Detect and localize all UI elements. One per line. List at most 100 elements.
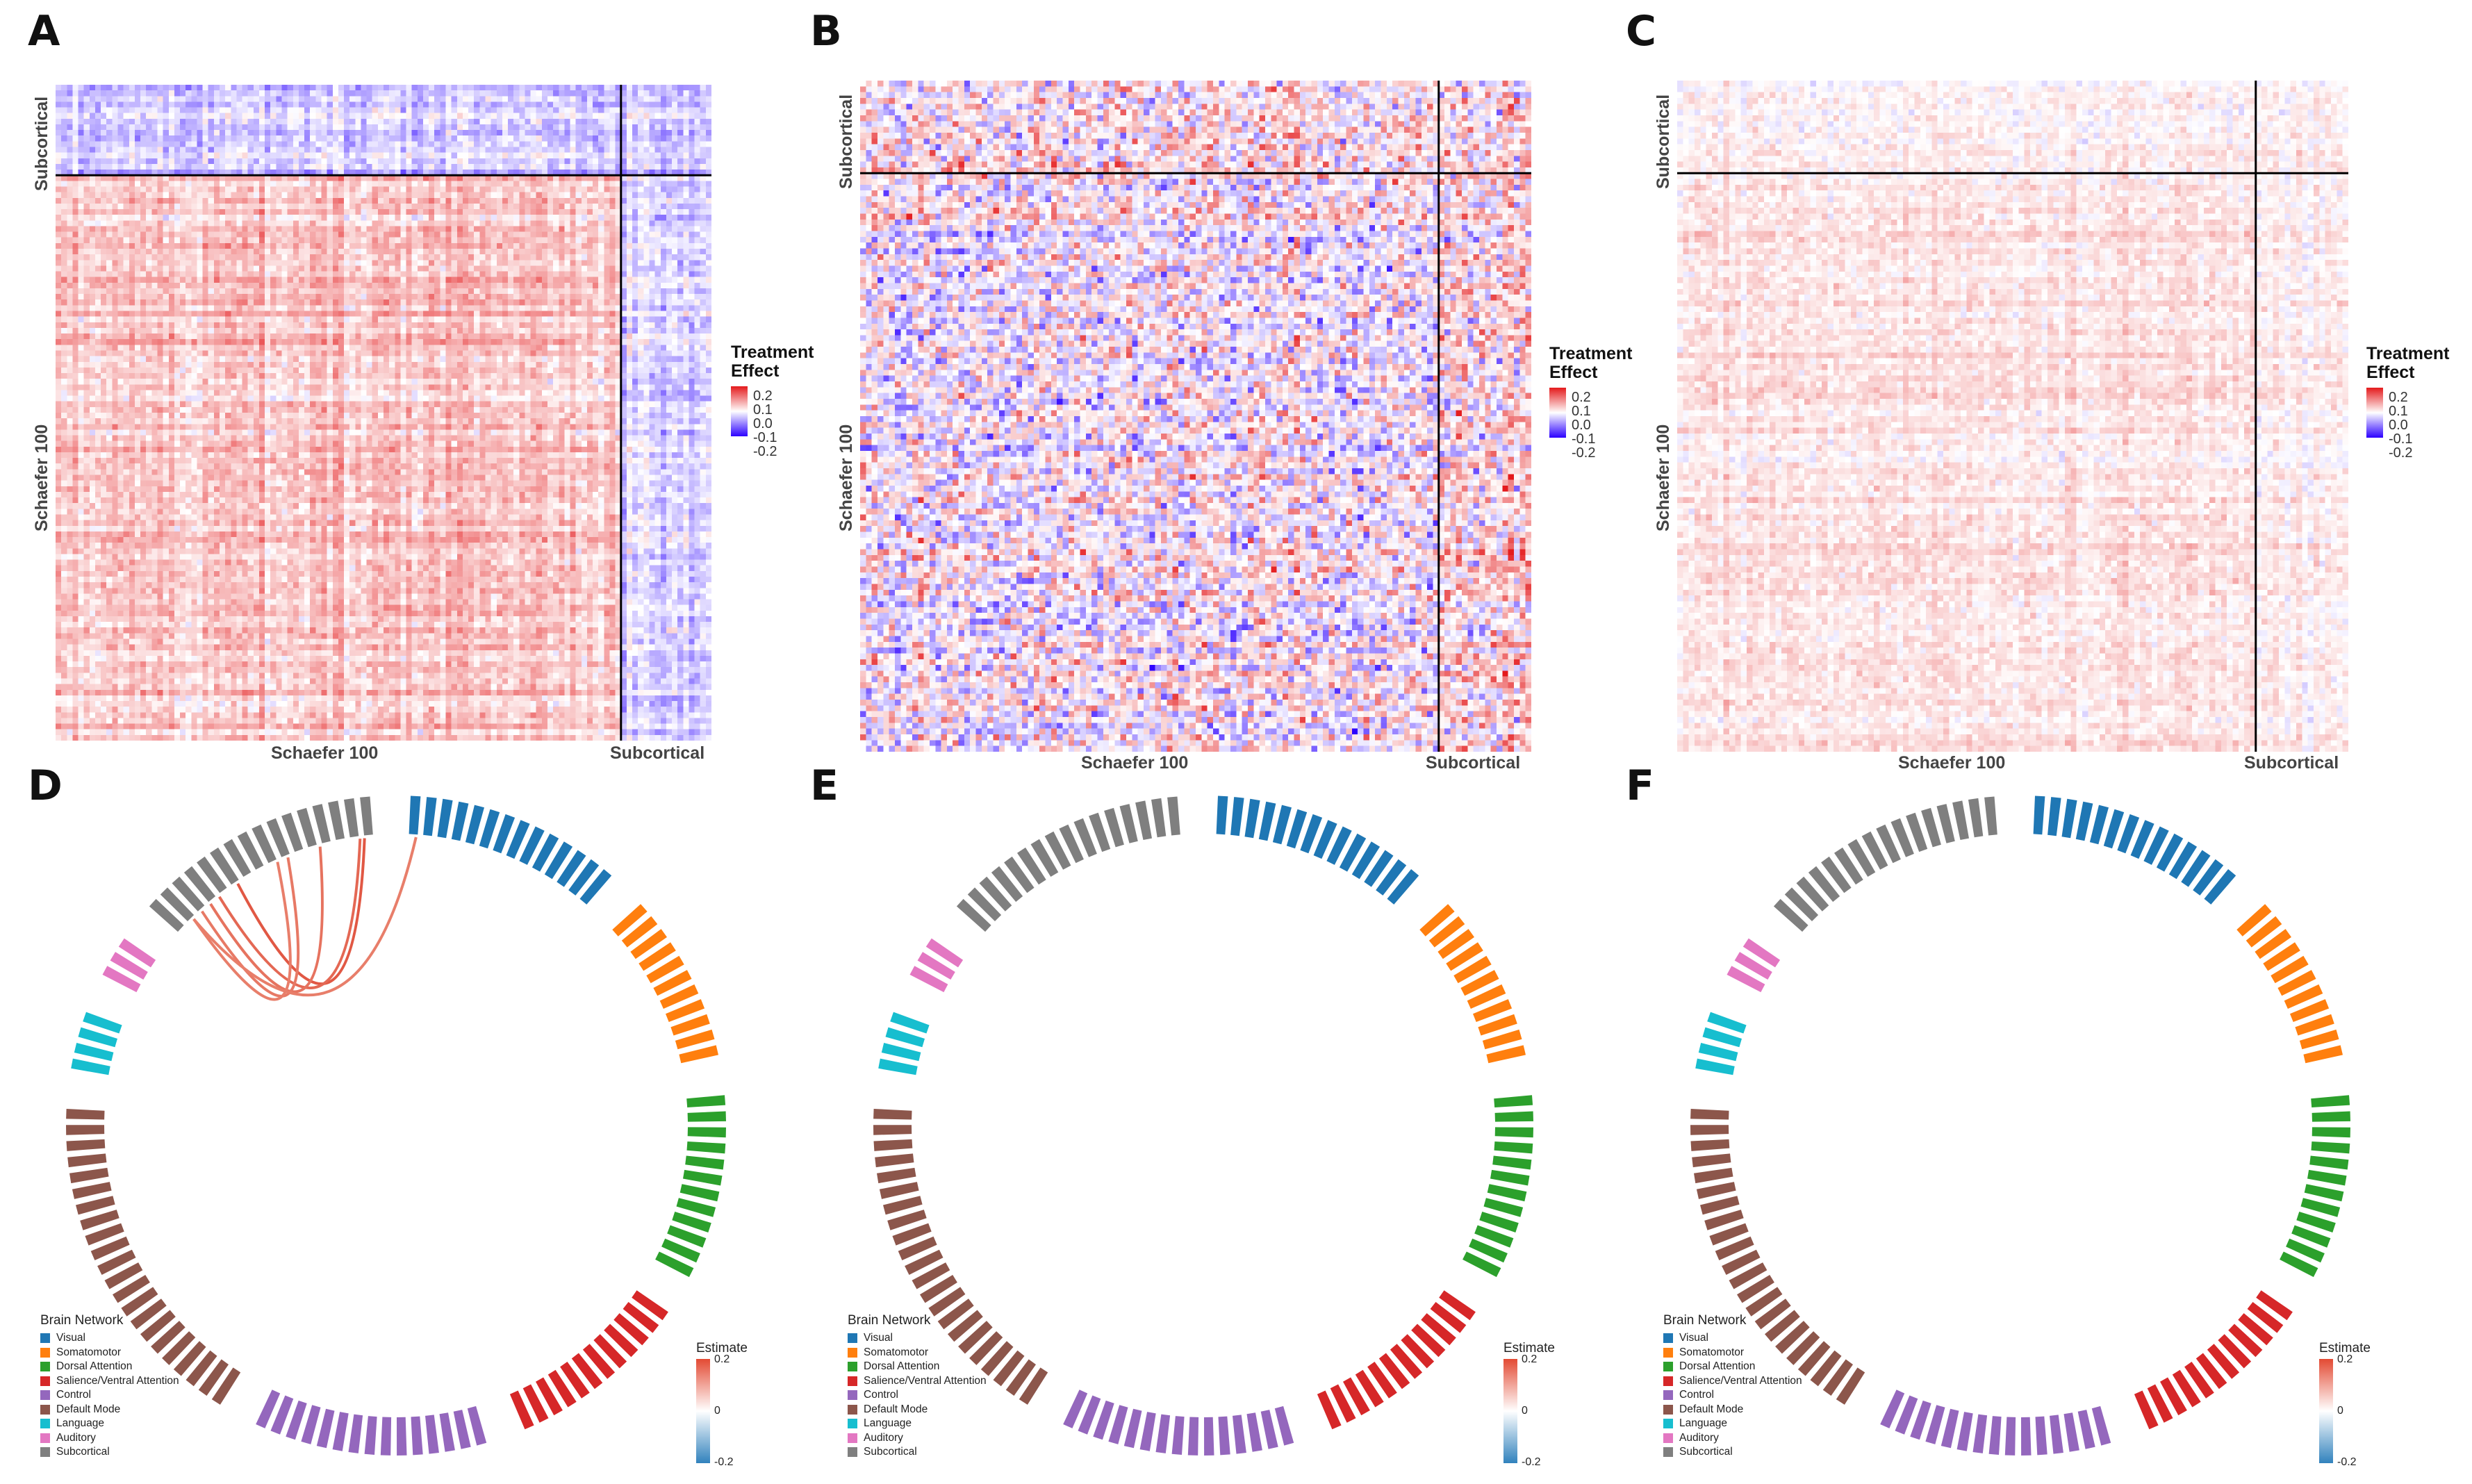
treatment-legend-title-1: Treatment: [731, 343, 814, 362]
chord-segment-dorsal-attention: [1487, 1184, 1527, 1202]
chord-segment-default-mode: [186, 1350, 217, 1387]
chord-segment-subcortical: [160, 887, 195, 921]
chord-segment-salience-ventral-attention: [1421, 1313, 1456, 1346]
chord-segment-auditory: [118, 938, 156, 968]
heatmap-b-ylabel-main: Schaefer 100: [837, 424, 856, 531]
heatmap-c-xlabel-sub: Subcortical: [2244, 753, 2339, 773]
chord-segment-control: [1108, 1405, 1128, 1444]
chord-segment-dorsal-attention: [686, 1095, 726, 1107]
chord-segment-default-mode: [97, 1249, 136, 1275]
chord-segment-salience-ventral-attention: [1390, 1344, 1423, 1379]
chord-segment-auditory: [925, 938, 964, 968]
chord-segment-default-mode: [1810, 1350, 1842, 1387]
chord-segment-default-mode: [980, 1341, 1014, 1376]
chord-segment-dorsal-attention: [2300, 1198, 2341, 1217]
chord-segment-visual: [1300, 814, 1323, 854]
chord-segment-default-mode: [1700, 1196, 1740, 1215]
chord-segment-salience-ventral-attention: [522, 1384, 549, 1423]
heatmap-b-xlabel-sub: Subcortical: [1426, 753, 1521, 773]
chord-segment-default-mode: [1696, 1182, 1736, 1199]
chord-segment-somatomotor: [659, 984, 699, 1009]
chord-segment-somatomotor: [1446, 942, 1483, 971]
chord-link-subcortical-subcortical: [192, 861, 292, 1001]
chord-segment-default-mode: [883, 1196, 923, 1215]
chord-segment-default-mode: [1729, 1262, 1768, 1289]
chord-segment-default-mode: [1694, 1167, 1733, 1184]
chord-segment-control: [453, 1410, 471, 1449]
chord-segment-language: [878, 1058, 918, 1075]
chord-segment-dorsal-attention: [1494, 1111, 1533, 1122]
chord-segment-default-mode: [1722, 1249, 1761, 1275]
chord-segment-subcortical: [252, 824, 277, 864]
chord-segment-subcortical: [1135, 800, 1152, 840]
panel-letter-a: A: [28, 7, 60, 56]
chord-segment-default-mode: [873, 1139, 913, 1151]
chord-segment-salience-ventral-attention: [1401, 1334, 1435, 1369]
chord-segment-subcortical: [1119, 804, 1138, 843]
chord-segment-subcortical: [956, 898, 991, 932]
chord-segment-subcortical: [1834, 847, 1863, 885]
chord-segment-control: [1988, 1416, 2002, 1455]
estimate-legend-d: Estimate 0.2 0 -0.2: [696, 1341, 759, 1473]
legend-label: Somatomotor: [864, 1346, 929, 1358]
chord-segment-visual: [2047, 797, 2061, 836]
heatmap-c-cells: [1677, 81, 2348, 752]
heatmap-a: [56, 85, 711, 741]
legend-label: Auditory: [56, 1431, 96, 1444]
legend-label: Subcortical: [1679, 1446, 1733, 1458]
chord-segment-salience-ventral-attention: [1378, 1353, 1410, 1390]
legend-swatch: [40, 1333, 50, 1344]
chord-segment-default-mode: [1745, 1287, 1783, 1317]
treatment-effect-legend-a: Treatment Effect 0.2 0.1 0.0 -0.1 -0.2: [731, 343, 828, 489]
chord-segment-default-mode: [905, 1249, 944, 1275]
legend-label: Visual: [1679, 1332, 1708, 1344]
chord-segment-subcortical: [1936, 804, 1955, 843]
chord-segment-language: [78, 1027, 117, 1048]
estimate-legend-title: Estimate: [696, 1341, 748, 1355]
chord-segment-subcortical: [1984, 796, 1997, 836]
chord-segment-salience-ventral-attention: [1430, 1302, 1467, 1333]
chord-segment-salience-ventral-attention: [632, 1290, 668, 1321]
legend-swatch: [848, 1347, 857, 1358]
chord-segment-dorsal-attention: [686, 1141, 726, 1154]
legend-label: Salience/Ventral Attention: [864, 1374, 987, 1387]
chord-segment-control: [1972, 1414, 1988, 1453]
chord-segment-control: [2035, 1416, 2047, 1456]
heatmap-a-xlabel-sub: Subcortical: [610, 743, 705, 763]
chord-segment-default-mode: [1019, 1367, 1048, 1405]
legend-swatch: [1663, 1433, 1673, 1443]
chord-segment-visual: [1272, 805, 1292, 845]
chord-segment-salience-ventral-attention: [1330, 1384, 1356, 1423]
chord-segment-visual: [493, 814, 516, 854]
chord-segment-salience-ventral-attention: [2195, 1353, 2227, 1390]
chord-segment-default-mode: [948, 1310, 983, 1342]
chord-segment-visual: [532, 833, 559, 872]
legend-label: Salience/Ventral Attention: [56, 1374, 179, 1387]
chord-segment-subcortical: [1773, 898, 1808, 932]
chord-segment-salience-ventral-attention: [1411, 1324, 1446, 1358]
brain-network-legend-title: Brain Network: [848, 1313, 931, 1328]
chord-segment-subcortical: [1044, 831, 1071, 870]
heatmap-b-cells: [860, 81, 1531, 752]
treatment-legend-tick: 0.0: [2389, 418, 2408, 433]
legend-label: Auditory: [1679, 1431, 1719, 1444]
chord-segment-default-mode: [1690, 1109, 1729, 1120]
legend-swatch: [848, 1362, 857, 1372]
legend-label: Language: [864, 1417, 912, 1430]
chord-segment-somatomotor: [675, 1029, 715, 1050]
legend-label: Dorsal Attention: [864, 1360, 940, 1373]
legend-item-visual: Visual: [1663, 1331, 1802, 1346]
brain-network-legend-f: Brain Network Visual Somatomotor Dorsal …: [1663, 1313, 1802, 1460]
chord-segment-somatomotor: [670, 1014, 710, 1036]
treatment-legend-tick: 0.2: [1572, 390, 1591, 405]
chord-segment-salience-ventral-attention: [2184, 1362, 2214, 1399]
chord-segment-somatomotor: [2271, 955, 2309, 984]
legend-label: Default Mode: [864, 1403, 928, 1415]
chord-segment-dorsal-attention: [1479, 1212, 1519, 1232]
chord-segment-somatomotor: [638, 942, 676, 971]
chord-segment-visual: [2061, 798, 2077, 839]
chord-segment-language: [74, 1043, 114, 1062]
panel-letter-c: C: [1626, 7, 1657, 56]
legend-swatch: [848, 1376, 857, 1386]
chord-segment-control: [380, 1417, 392, 1456]
